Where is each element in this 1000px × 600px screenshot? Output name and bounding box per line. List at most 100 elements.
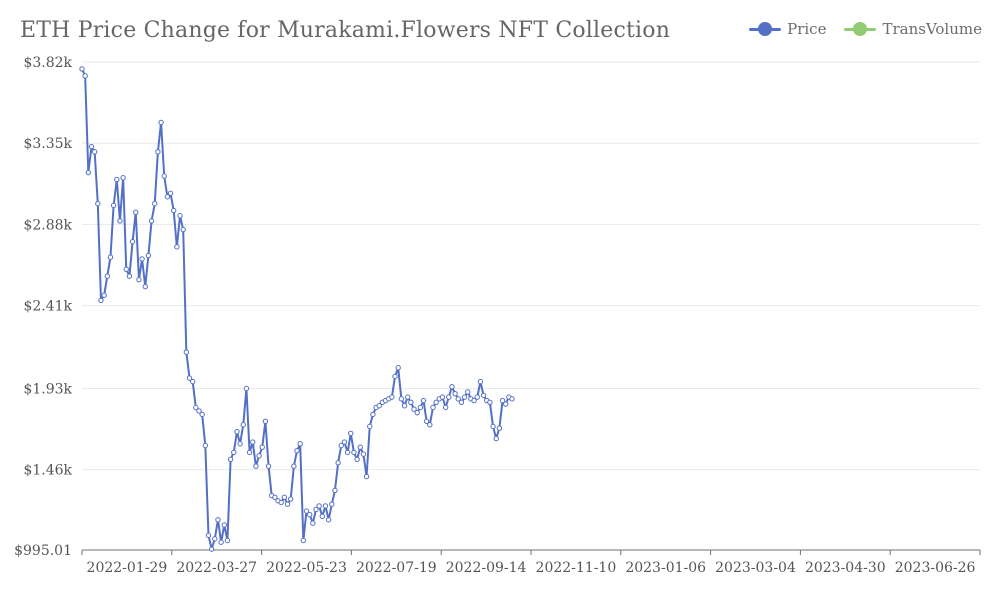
data-point[interactable] <box>129 238 136 245</box>
data-point[interactable] <box>107 254 114 260</box>
data-point[interactable] <box>398 396 405 402</box>
data-point[interactable] <box>104 273 111 279</box>
data-point[interactable] <box>319 513 326 520</box>
data-point[interactable] <box>246 449 253 456</box>
data-point[interactable] <box>493 435 499 442</box>
data-point[interactable] <box>234 428 240 435</box>
data-point[interactable] <box>148 218 155 224</box>
data-point[interactable] <box>114 176 120 183</box>
data-point[interactable] <box>503 401 509 407</box>
data-point[interactable] <box>455 396 461 402</box>
data-point[interactable] <box>490 423 496 430</box>
data-point[interactable] <box>294 447 300 454</box>
data-point[interactable] <box>442 404 449 411</box>
data-point[interactable] <box>152 200 158 207</box>
data-point[interactable] <box>145 252 152 259</box>
data-point[interactable] <box>164 194 171 200</box>
data-point[interactable] <box>120 175 126 181</box>
legend-item-price[interactable]: Price <box>749 20 826 38</box>
data-point[interactable] <box>88 143 95 150</box>
data-point[interactable] <box>338 442 344 449</box>
data-point[interactable] <box>199 411 205 418</box>
data-point[interactable] <box>237 441 243 447</box>
data-point[interactable] <box>158 119 164 126</box>
data-point[interactable] <box>224 537 231 544</box>
data-point[interactable] <box>291 463 297 469</box>
data-point[interactable] <box>449 384 455 390</box>
data-point[interactable] <box>452 390 458 397</box>
data-point[interactable] <box>95 200 101 207</box>
data-point[interactable] <box>136 276 142 283</box>
data-point[interactable] <box>262 418 269 425</box>
data-point[interactable] <box>348 430 354 437</box>
data-point[interactable] <box>250 439 256 445</box>
data-point[interactable] <box>133 209 139 215</box>
data-point[interactable] <box>98 297 104 304</box>
data-point[interactable] <box>142 283 148 290</box>
data-point[interactable] <box>287 496 294 502</box>
data-point[interactable] <box>335 460 341 466</box>
data-point[interactable] <box>193 404 199 411</box>
data-point[interactable] <box>458 399 465 406</box>
data-point[interactable] <box>243 385 250 392</box>
data-point[interactable] <box>341 439 348 445</box>
data-point[interactable] <box>414 409 420 416</box>
data-point[interactable] <box>389 394 395 400</box>
data-point[interactable] <box>189 378 196 385</box>
data-point[interactable] <box>186 375 193 381</box>
data-point[interactable] <box>316 503 322 509</box>
data-point[interactable] <box>313 506 319 513</box>
data-point[interactable] <box>411 406 417 412</box>
data-point[interactable] <box>259 444 265 450</box>
data-point[interactable] <box>174 244 180 250</box>
data-point[interactable] <box>110 202 117 209</box>
data-point[interactable] <box>79 66 85 72</box>
data-point[interactable] <box>465 389 471 395</box>
data-point[interactable] <box>196 408 202 414</box>
data-point[interactable] <box>215 517 221 523</box>
data-point[interactable] <box>183 349 190 355</box>
data-point[interactable] <box>167 190 174 196</box>
data-point[interactable] <box>82 73 88 79</box>
data-point[interactable] <box>496 425 503 431</box>
data-point[interactable] <box>161 173 167 179</box>
data-point[interactable] <box>325 517 332 523</box>
data-point[interactable] <box>126 273 133 279</box>
data-point[interactable] <box>417 404 424 411</box>
data-point[interactable] <box>446 394 452 400</box>
data-point[interactable] <box>231 449 237 456</box>
data-point[interactable] <box>363 473 370 480</box>
data-point[interactable] <box>357 444 363 450</box>
data-point[interactable] <box>480 392 487 399</box>
data-point[interactable] <box>208 546 215 552</box>
data-point[interactable] <box>310 520 316 526</box>
data-point[interactable] <box>212 536 218 542</box>
data-point[interactable] <box>376 403 382 409</box>
data-point[interactable] <box>91 149 98 155</box>
data-point[interactable] <box>392 373 398 380</box>
data-point[interactable] <box>171 207 177 214</box>
data-point[interactable] <box>101 292 107 298</box>
data-point[interactable] <box>344 449 351 456</box>
data-point[interactable] <box>367 423 373 430</box>
data-point[interactable] <box>227 456 234 463</box>
data-point[interactable] <box>218 539 224 545</box>
data-point[interactable] <box>354 456 360 463</box>
data-point[interactable] <box>240 422 246 428</box>
data-point[interactable] <box>332 487 338 494</box>
data-point[interactable] <box>300 537 307 544</box>
data-point[interactable] <box>281 494 288 501</box>
data-point[interactable] <box>272 494 278 501</box>
data-point[interactable] <box>123 266 129 272</box>
data-point[interactable] <box>427 422 433 428</box>
data-point[interactable] <box>205 532 212 539</box>
data-point[interactable] <box>404 394 411 400</box>
data-point[interactable] <box>439 394 446 400</box>
data-point[interactable] <box>265 463 272 469</box>
data-point[interactable] <box>509 396 515 402</box>
data-point[interactable] <box>284 501 291 507</box>
data-point[interactable] <box>85 169 92 176</box>
data-point[interactable] <box>177 213 183 219</box>
data-point[interactable] <box>461 394 468 400</box>
data-point[interactable] <box>423 418 430 425</box>
